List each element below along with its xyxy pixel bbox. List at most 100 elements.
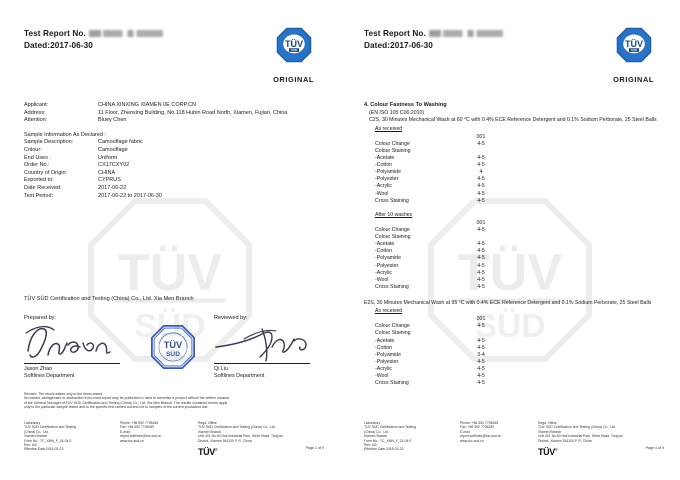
- footer-contact-block: Phone: +86 592 7708165 Fax: +86 592 7706…: [460, 421, 538, 454]
- original-mark: ORIGINAL: [273, 75, 314, 84]
- detail-key: Applicant:: [24, 102, 49, 108]
- remark-line: of the General Manager of TÜV SÜD Certif…: [24, 400, 228, 405]
- table-row: -Cotton 4-5: [375, 345, 662, 352]
- detail-key: Attention:: [24, 117, 48, 124]
- footer-line: Form No.: TC_XMN_F_24-04 E: [364, 438, 412, 443]
- page-number: Page 4 of 9: [645, 446, 664, 451]
- result-label: -Polyester: [375, 176, 399, 183]
- table-row: -Acrylic 4-5: [375, 270, 662, 277]
- tuv-sud-logo-icon: TÜV SÜD: [276, 27, 311, 63]
- footer-line: District, Xiamen 361100 P. R. China: [198, 438, 252, 443]
- footer-laboratory-block: Laboratory TÜV SÜD Certification and Tes…: [364, 421, 460, 454]
- certification-entity-line: TÜV SÜD Certification and Testing (China…: [24, 296, 194, 303]
- result-label: -Acrylic: [375, 365, 393, 372]
- table-row: -Polyamide 4-5: [375, 255, 662, 262]
- result-label: Colour Change: [375, 140, 410, 147]
- footer-email[interactable]: report.softlines@tuv-sud.cn: [120, 434, 162, 439]
- detail-value: CHINA: [98, 169, 116, 176]
- footer-line: TÜV SÜD Certification and Testing (China…: [198, 425, 276, 430]
- result-label: -Wool: [375, 373, 389, 380]
- result-label: -Acrylic: [375, 269, 393, 276]
- footer-line: Effective Date:2015-03-23: [24, 447, 64, 452]
- report-date-label: Dated:: [24, 41, 51, 50]
- report-number-redacted: [88, 30, 163, 37]
- footer-line: Effective Date:2015-03-23: [364, 447, 404, 452]
- table-row: Colour Staining: [375, 330, 662, 337]
- round-stamp-icon: TÜV SÜD CERTIFICATION AND TESTING: [150, 322, 195, 370]
- page-footer: Laboratory TÜV SÜD Certification and Tes…: [24, 421, 324, 458]
- sample-info-heading: Sample Information As Declared :: [24, 131, 106, 138]
- detail-row: Date Received: 2017-06-22: [24, 185, 322, 193]
- footer-website[interactable]: www.tuv-sud.cn: [120, 438, 144, 443]
- footer-email[interactable]: report.softlines@tuv-sud.cn: [460, 434, 502, 439]
- detail-row: Test Period: 2017-06-22 to 2017-06-30: [24, 193, 322, 201]
- detail-row: Sample Description: Camouflage fabric: [24, 139, 322, 147]
- sample-column-header: 001: [476, 219, 486, 226]
- table-row: Cross Staining 4-5: [375, 380, 662, 387]
- result-label: Cross Staining: [375, 380, 409, 387]
- footer-line: TÜV SÜD Certification and Testing: [364, 425, 416, 430]
- footer-tuv-wordmark: TÜV®: [198, 447, 218, 458]
- result-value: 4-5: [477, 380, 485, 387]
- footer-line: Laboratory: [364, 421, 381, 425]
- tuv-sud-logo-icon: TÜV SÜD: [616, 27, 651, 63]
- svg-text:TÜV: TÜV: [164, 340, 183, 350]
- result-label: -Acrylic: [375, 183, 393, 190]
- footer-regd-office-block: Regd. Office TÜV SÜD Certification and T…: [198, 421, 324, 458]
- results-table: 001 Colour Change 4-5 Colour Staining -A…: [375, 220, 662, 291]
- result-label: -Acetate: [375, 337, 395, 344]
- table-row: -Polyamide 4: [375, 169, 662, 176]
- table-row: Colour Staining: [375, 234, 662, 241]
- detail-row: Exported to: CYPRUS: [24, 177, 322, 185]
- detail-value: Camouflage fabric: [98, 139, 143, 146]
- detail-row: Order No.: CX17CXY02: [24, 162, 322, 170]
- detail-value: Camouflage: [98, 146, 128, 153]
- result-value: 4-5: [477, 337, 485, 344]
- report-number-line: Test Report No.: [24, 28, 163, 39]
- detail-row: Country of Origin: CHINA: [24, 170, 322, 178]
- test-condition-name: As received: [375, 308, 403, 315]
- table-row: -Acetate 4-5: [375, 155, 662, 162]
- detail-key: Order No.:: [24, 162, 50, 169]
- result-value: 4-5: [477, 344, 485, 351]
- footer-line: Regd. Office: [538, 421, 557, 425]
- result-label: -Cotton: [375, 162, 393, 169]
- result-label: Colour Change: [375, 323, 410, 330]
- result-label: -Polyamide: [375, 351, 401, 358]
- detail-key: End Uses :: [24, 154, 51, 161]
- table-row: -Acetate 4-5: [375, 338, 662, 345]
- footer-website[interactable]: www.tuv-sud.cn: [460, 438, 484, 443]
- result-label: -Wool: [375, 190, 389, 197]
- result-label: -Cotton: [375, 248, 393, 255]
- table-header-blank: [375, 134, 459, 141]
- report-number-redacted: [428, 30, 503, 37]
- remark-line: No extract, abridgement or abstraction f…: [24, 396, 230, 401]
- test-condition-name: As received: [375, 125, 403, 132]
- result-label: Colour Staining: [375, 148, 411, 154]
- results-table: 001 Colour Change 4-5 Colour Staining -A…: [375, 134, 662, 205]
- report-number-label: Test Report No.: [364, 29, 426, 38]
- detail-key: Date Received:: [24, 184, 62, 191]
- table-header-row: 001: [375, 316, 662, 323]
- result-value: 4-5: [477, 365, 485, 372]
- footer-line: Phone: +86 592 7708165: [120, 421, 159, 425]
- result-value: 4: [479, 169, 483, 176]
- svg-text:SÜD: SÜD: [630, 47, 636, 52]
- table-row: -Acrylic 4-5: [375, 183, 662, 190]
- signature-prepared-by: Prepared by: Jaso: [24, 315, 132, 379]
- footer-laboratory-block: Laboratory TÜV SÜD Certification and Tes…: [24, 421, 120, 454]
- report-number-label: Test Report No.: [24, 29, 86, 38]
- header-title-block: Test Report No. Dated:2017-06-30: [364, 26, 503, 51]
- report-date-value: 2017-06-30: [50, 41, 93, 50]
- report-page-1: TÜV SÜD Test Report No. Dated:2017-06-30: [24, 27, 324, 458]
- footer-tuv-text: TÜV: [198, 447, 215, 458]
- footer-contact-block: Phone: +86 592 7708165 Fax: +86 592 7706…: [120, 421, 198, 454]
- result-value: 4-5: [477, 248, 485, 255]
- remark-disclaimer: Remark: The result relates only to the i…: [24, 392, 320, 409]
- table-row: Colour Change 4-5: [375, 141, 662, 148]
- sample-column-header: 001: [476, 133, 486, 140]
- table-row: -Acetate 4-5: [375, 241, 662, 248]
- result-value: 4-5: [477, 283, 485, 290]
- detail-key: Sample Description:: [24, 139, 74, 146]
- result-value: 4-5: [477, 176, 485, 183]
